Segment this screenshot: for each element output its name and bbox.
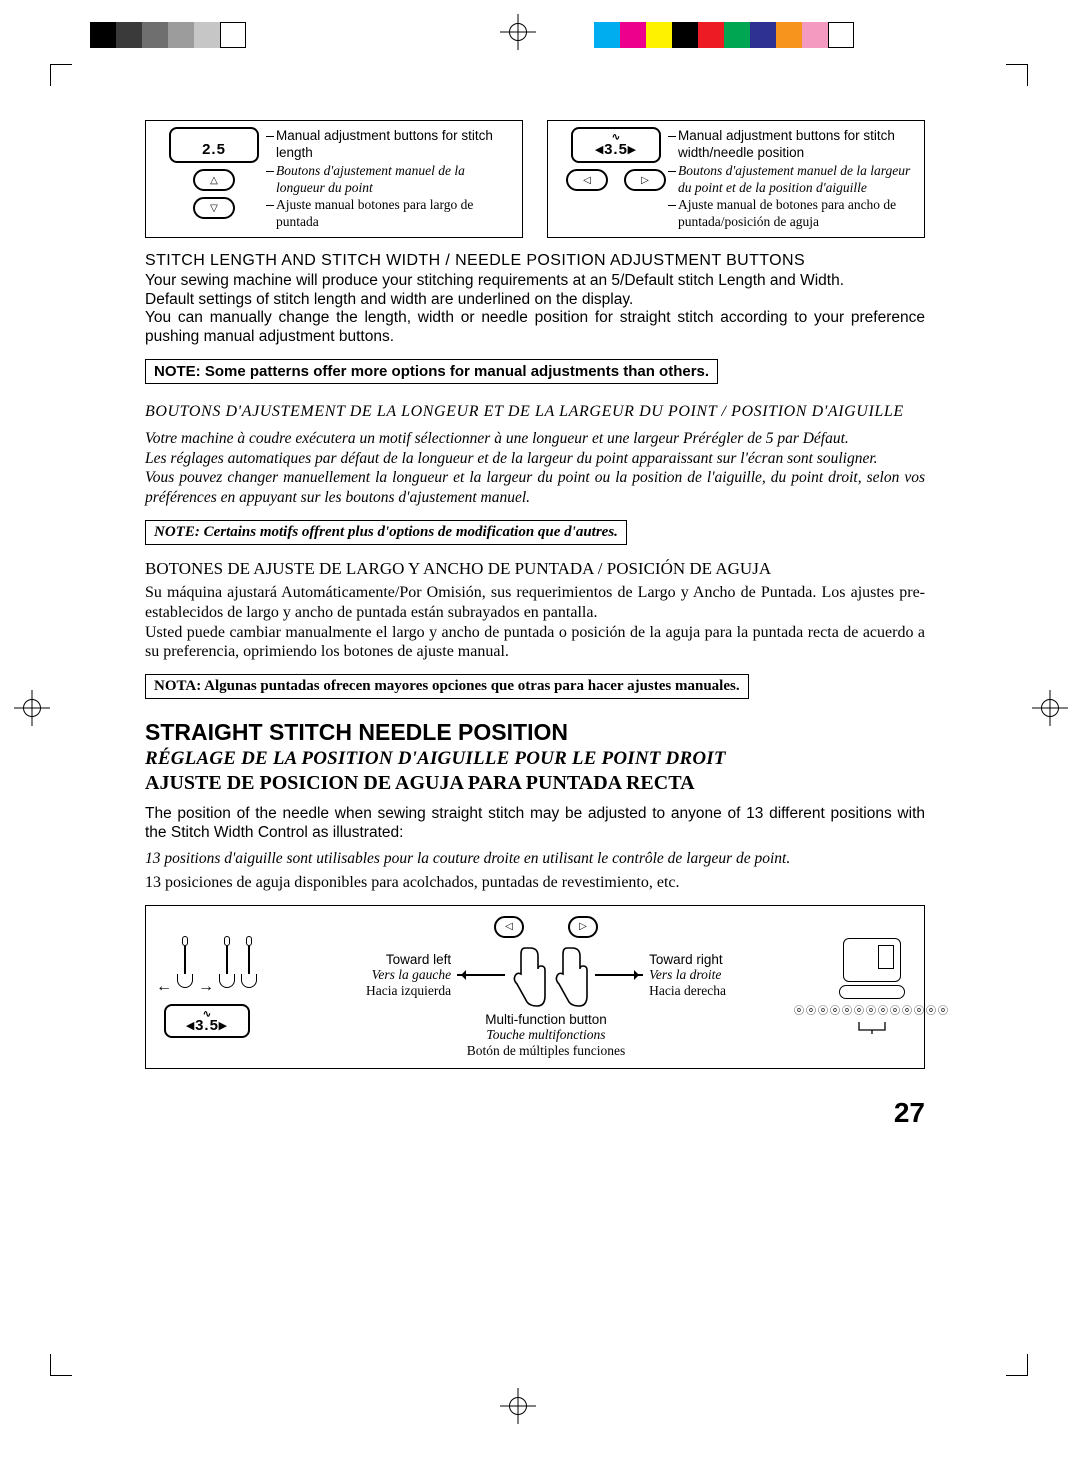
sec1-para-es: Su máquina ajustará Automáticamente/Por … — [145, 583, 925, 662]
needle-position-diagram: ← → ∿ ◂3.5▸ ◁ ▷ Toward left Vers la gauc… — [145, 905, 925, 1070]
sec2-title-fr: RÉGLAGE DE LA POSITION D'AIGUILLE POUR L… — [145, 748, 925, 770]
lcd-width-value: ◂3.5▸ — [596, 140, 637, 158]
arrow-right-icon: → — [198, 978, 214, 996]
diagram-stitch-width: ∿ ◂3.5▸ ◁ ▷ Manual adjustment buttons fo… — [547, 120, 925, 238]
sec1-note-es: NOTA: Algunas puntadas ofrecen mayores o… — [145, 674, 749, 699]
arrow-left-long-icon — [457, 974, 505, 976]
left-button-icon: ◁ — [566, 169, 608, 191]
crop-bl — [50, 1354, 72, 1376]
needle-positions-dots: ⓞⓞⓞⓞⓞⓞⓞⓞⓞⓞⓞⓞⓞ — [794, 1002, 950, 1017]
crop-br — [1006, 1354, 1028, 1376]
diag1-fr: Boutons d'ajustement manuel de la longue… — [276, 162, 514, 197]
toward-left-fr: Vers la gauche — [366, 967, 451, 983]
reg-swatches-right — [594, 22, 854, 48]
diagram-stitch-length: 2.5 △ ▽ Manual adjustment buttons for st… — [145, 120, 523, 238]
right-button-icon: ▷ — [624, 169, 666, 191]
sec2-para-fr: 13 positions d'aiguille sont utilisables… — [145, 849, 925, 869]
diag2-en: Manual adjustment buttons for stitch wid… — [678, 127, 916, 162]
needle-icon — [240, 936, 258, 996]
multifn-es: Botón de múltiples funciones — [467, 1043, 626, 1059]
page-number: 27 — [894, 1097, 925, 1129]
sec2-para-es: 13 posiciones de aguja disponibles para … — [145, 873, 925, 893]
lcd-bottom: ∿ ◂3.5▸ — [164, 1004, 250, 1038]
needle-icon — [176, 936, 194, 996]
sewing-machine-icon: ⓞⓞⓞⓞⓞⓞⓞⓞⓞⓞⓞⓞⓞ — [834, 938, 910, 1036]
down-button-icon: ▽ — [193, 197, 235, 219]
diag1-es: Ajuste manual botones para largo de punt… — [276, 196, 514, 231]
toward-right-fr: Vers la droite — [649, 967, 726, 983]
multifn-en: Multi-function button — [485, 1012, 607, 1027]
crop-tr — [1006, 64, 1028, 86]
sec1-heading-en: STITCH LENGTH AND STITCH WIDTH / NEEDLE … — [145, 252, 925, 270]
sec1-note-fr: NOTE: Certains motifs offrent plus d'opt… — [145, 520, 627, 545]
reg-crosshair-bottom — [500, 1388, 536, 1424]
sec2-title-es: AJUSTE DE POSICION DE AGUJA PARA PUNTADA… — [145, 772, 925, 795]
sec2-para-en: The position of the needle when sewing s… — [145, 805, 925, 843]
reg-swatches-left — [90, 22, 246, 48]
hand-press-icon — [553, 942, 589, 1008]
sec1-heading-fr: BOUTONS D'AJUSTEMENT DE LA LONGEUR ET DE… — [145, 402, 925, 422]
arrow-right-long-icon — [595, 974, 643, 976]
toward-right-en: Toward right — [649, 952, 723, 967]
sec1-heading-es: BOTONES DE AJUSTE DE LARGO Y ANCHO DE PU… — [145, 559, 925, 579]
left-button-icon: ◁ — [494, 916, 524, 938]
up-button-icon: △ — [193, 169, 235, 191]
arrow-left-icon: ← — [156, 978, 172, 996]
multifn-fr: Touche multifonctions — [467, 1027, 626, 1043]
diag2-es: Ajuste manual de botones para ancho de p… — [678, 196, 916, 231]
needle-icon — [218, 936, 236, 996]
reg-crosshair-left — [14, 690, 50, 726]
lcd-length-value: 2.5 — [202, 141, 226, 158]
diag1-en: Manual adjustment buttons for stitch len… — [276, 127, 514, 162]
diag2-fr: Boutons d'ajustement manuel de la largeu… — [678, 162, 916, 197]
toward-left-en: Toward left — [386, 952, 451, 967]
lcd-bottom-value: ◂3.5▸ — [187, 1016, 228, 1034]
reg-crosshair-top — [500, 14, 536, 50]
needle-bracket-icon — [857, 1020, 887, 1036]
hand-press-icon — [511, 942, 547, 1008]
sec1-note-en: NOTE: Some patterns offer more options f… — [145, 359, 718, 384]
lcd-width: ∿ ◂3.5▸ — [571, 127, 661, 163]
sec1-para-fr: Votre machine à coudre exécutera un moti… — [145, 429, 925, 508]
right-button-icon: ▷ — [568, 916, 598, 938]
page-content: 2.5 △ ▽ Manual adjustment buttons for st… — [145, 120, 925, 1069]
diagram-row: 2.5 △ ▽ Manual adjustment buttons for st… — [145, 120, 925, 238]
reg-crosshair-right — [1032, 690, 1068, 726]
sec2-title-en: STRAIGHT STITCH NEEDLE POSITION — [145, 719, 925, 746]
crop-tl — [50, 64, 72, 86]
lcd-length: 2.5 — [169, 127, 259, 163]
toward-left-es: Hacia izquierda — [366, 983, 451, 999]
toward-right-es: Hacia derecha — [649, 983, 726, 999]
sec1-para-en: Your sewing machine will produce your st… — [145, 272, 925, 348]
